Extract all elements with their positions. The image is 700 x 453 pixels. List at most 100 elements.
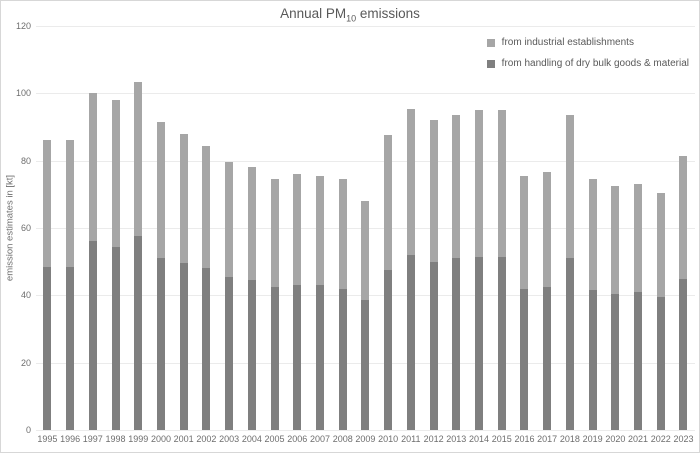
bar-segment-industrial	[452, 115, 461, 259]
bar-segment-handling	[225, 276, 234, 430]
bar-segment-handling	[634, 291, 643, 430]
x-tick-label: 2003	[219, 434, 240, 444]
x-tick-label: 2006	[287, 434, 308, 444]
chart-title: Annual PM10 emissions	[1, 6, 699, 24]
bar-segment-industrial	[543, 172, 552, 287]
y-tick-label: 40	[20, 290, 31, 301]
y-tick-label: 60	[20, 223, 31, 233]
bar-segment-industrial	[497, 110, 506, 257]
bar-2001	[172, 26, 195, 430]
bar-segment-industrial	[134, 81, 143, 237]
bar-segment-industrial	[315, 175, 324, 286]
bar-segment-handling	[247, 280, 256, 430]
bar-1997	[81, 26, 104, 430]
bar-1999	[127, 26, 150, 430]
x-tick-label: 2019	[582, 434, 603, 444]
bar-2004	[240, 26, 263, 430]
bar-segment-handling	[565, 258, 574, 430]
y-tick-label: 100	[15, 88, 31, 99]
legend-label: from industrial establishments	[501, 37, 634, 48]
x-tick-label: 1995	[37, 434, 58, 444]
bar-2020	[604, 26, 627, 430]
x-tick-label: 2002	[196, 434, 217, 444]
legend-marker-icon	[486, 38, 495, 47]
y-tick-label: 0	[25, 425, 31, 435]
bar-segment-industrial	[202, 145, 211, 269]
x-tick-label: 2007	[309, 434, 330, 444]
bar-segment-industrial	[611, 185, 620, 294]
bar-segment-handling	[156, 258, 165, 430]
x-tick-label: 2021	[628, 434, 649, 444]
gridline	[36, 430, 695, 431]
bar-segment-industrial	[679, 155, 688, 279]
bar-2011	[400, 26, 423, 430]
bar-segment-industrial	[43, 140, 52, 267]
bar-segment-industrial	[270, 179, 279, 287]
bar-segment-handling	[270, 286, 279, 430]
x-tick-label: 2008	[332, 434, 353, 444]
x-tick-label: 2011	[401, 434, 421, 444]
bar-segment-industrial	[406, 108, 415, 255]
x-tick-label: 1997	[82, 434, 103, 444]
bar-segment-handling	[679, 278, 688, 430]
bar-segment-handling	[338, 288, 347, 430]
bar-segment-industrial	[338, 179, 347, 289]
x-tick-label: 2014	[469, 434, 490, 444]
bar-segment-industrial	[520, 175, 529, 289]
bar-2002	[195, 26, 218, 430]
bar-segment-handling	[202, 268, 211, 430]
bar-segment-handling	[452, 258, 461, 430]
bar-segment-industrial	[88, 93, 97, 242]
x-tick-label: 1998	[105, 434, 126, 444]
legend-entry: from handling of dry bulk goods & materi…	[486, 58, 689, 69]
bar-segment-industrial	[656, 192, 665, 298]
bar-2023	[672, 26, 695, 430]
chart-title-prefix: Annual PM	[280, 6, 347, 21]
bar-segment-industrial	[179, 133, 188, 264]
x-tick-label: 2015	[491, 434, 512, 444]
bar-segment-industrial	[475, 110, 484, 257]
bar-2006	[286, 26, 309, 430]
bar-segment-industrial	[225, 162, 234, 277]
bar-2019	[581, 26, 604, 430]
x-tick-label: 2018	[559, 434, 580, 444]
bar-1995	[36, 26, 59, 430]
bars	[36, 26, 695, 430]
bar-2007	[309, 26, 332, 430]
bar-segment-industrial	[361, 201, 370, 301]
gridline	[36, 93, 695, 95]
bar-segment-handling	[611, 293, 620, 430]
plot-area	[36, 26, 695, 431]
bar-2017	[536, 26, 559, 430]
bar-segment-handling	[588, 290, 597, 430]
bar-segment-handling	[475, 256, 484, 430]
x-tick-label: 2016	[514, 434, 535, 444]
bar-segment-industrial	[384, 135, 393, 271]
bar-2000	[150, 26, 173, 430]
bar-segment-handling	[134, 236, 143, 430]
bar-2014	[468, 26, 491, 430]
bar-2008	[331, 26, 354, 430]
x-tick-label: 2004	[241, 434, 262, 444]
x-tick-label: 1996	[60, 434, 81, 444]
bar-2005	[263, 26, 286, 430]
gridline	[36, 26, 695, 27]
bar-1996	[59, 26, 82, 430]
bar-segment-handling	[497, 256, 506, 430]
bar-1998	[104, 26, 127, 430]
x-tick-label: 2005	[264, 434, 285, 444]
x-tick-label: 2023	[673, 434, 694, 444]
legend-label: from handling of dry bulk goods & materi…	[501, 58, 689, 69]
y-tick-label: 80	[20, 155, 31, 166]
x-tick-label: 2001	[173, 434, 194, 444]
x-tick-label: 2000	[150, 434, 171, 444]
bar-segment-handling	[179, 263, 188, 430]
bar-segment-handling	[429, 261, 438, 430]
bar-segment-handling	[315, 285, 324, 430]
bar-2013	[445, 26, 468, 430]
gridline	[36, 160, 695, 162]
bar-2021	[627, 26, 650, 430]
bar-segment-handling	[384, 270, 393, 430]
y-axis-ticks: 0 20 40 60 80 100 120	[1, 21, 31, 435]
